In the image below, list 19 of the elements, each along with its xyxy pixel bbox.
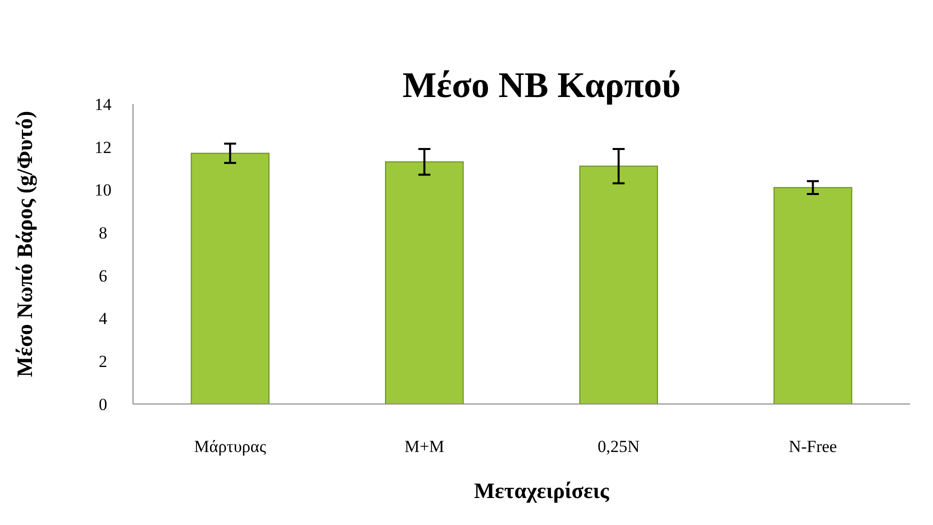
y-tick-label: 4 <box>98 309 108 328</box>
y-tick-label: 0 <box>98 394 108 414</box>
y-tick-label: 10 <box>94 180 112 200</box>
x-axis-title: Μεταχειρίσεις <box>474 478 610 503</box>
bar <box>774 187 852 404</box>
y-tick-label: 6 <box>98 266 108 286</box>
x-tick-label: M+M <box>404 437 444 456</box>
x-tick-label: 0,25N <box>598 437 640 456</box>
chart-title: Μέσο ΝΒ Καρπού <box>402 65 681 105</box>
bar <box>385 161 464 404</box>
y-tick-label: 12 <box>94 138 112 157</box>
y-axis-title: Μέσο Νωπό Βάρος (g/Φυτό) <box>12 110 37 378</box>
x-tick-label: N-Free <box>788 437 837 456</box>
y-tick-label: 2 <box>98 352 108 372</box>
y-tick-label: 14 <box>94 94 112 114</box>
y-tick-label: 8 <box>98 224 108 243</box>
bar <box>190 152 270 404</box>
x-tick-label: Μάρτυρας <box>194 437 266 456</box>
bar <box>579 166 658 404</box>
